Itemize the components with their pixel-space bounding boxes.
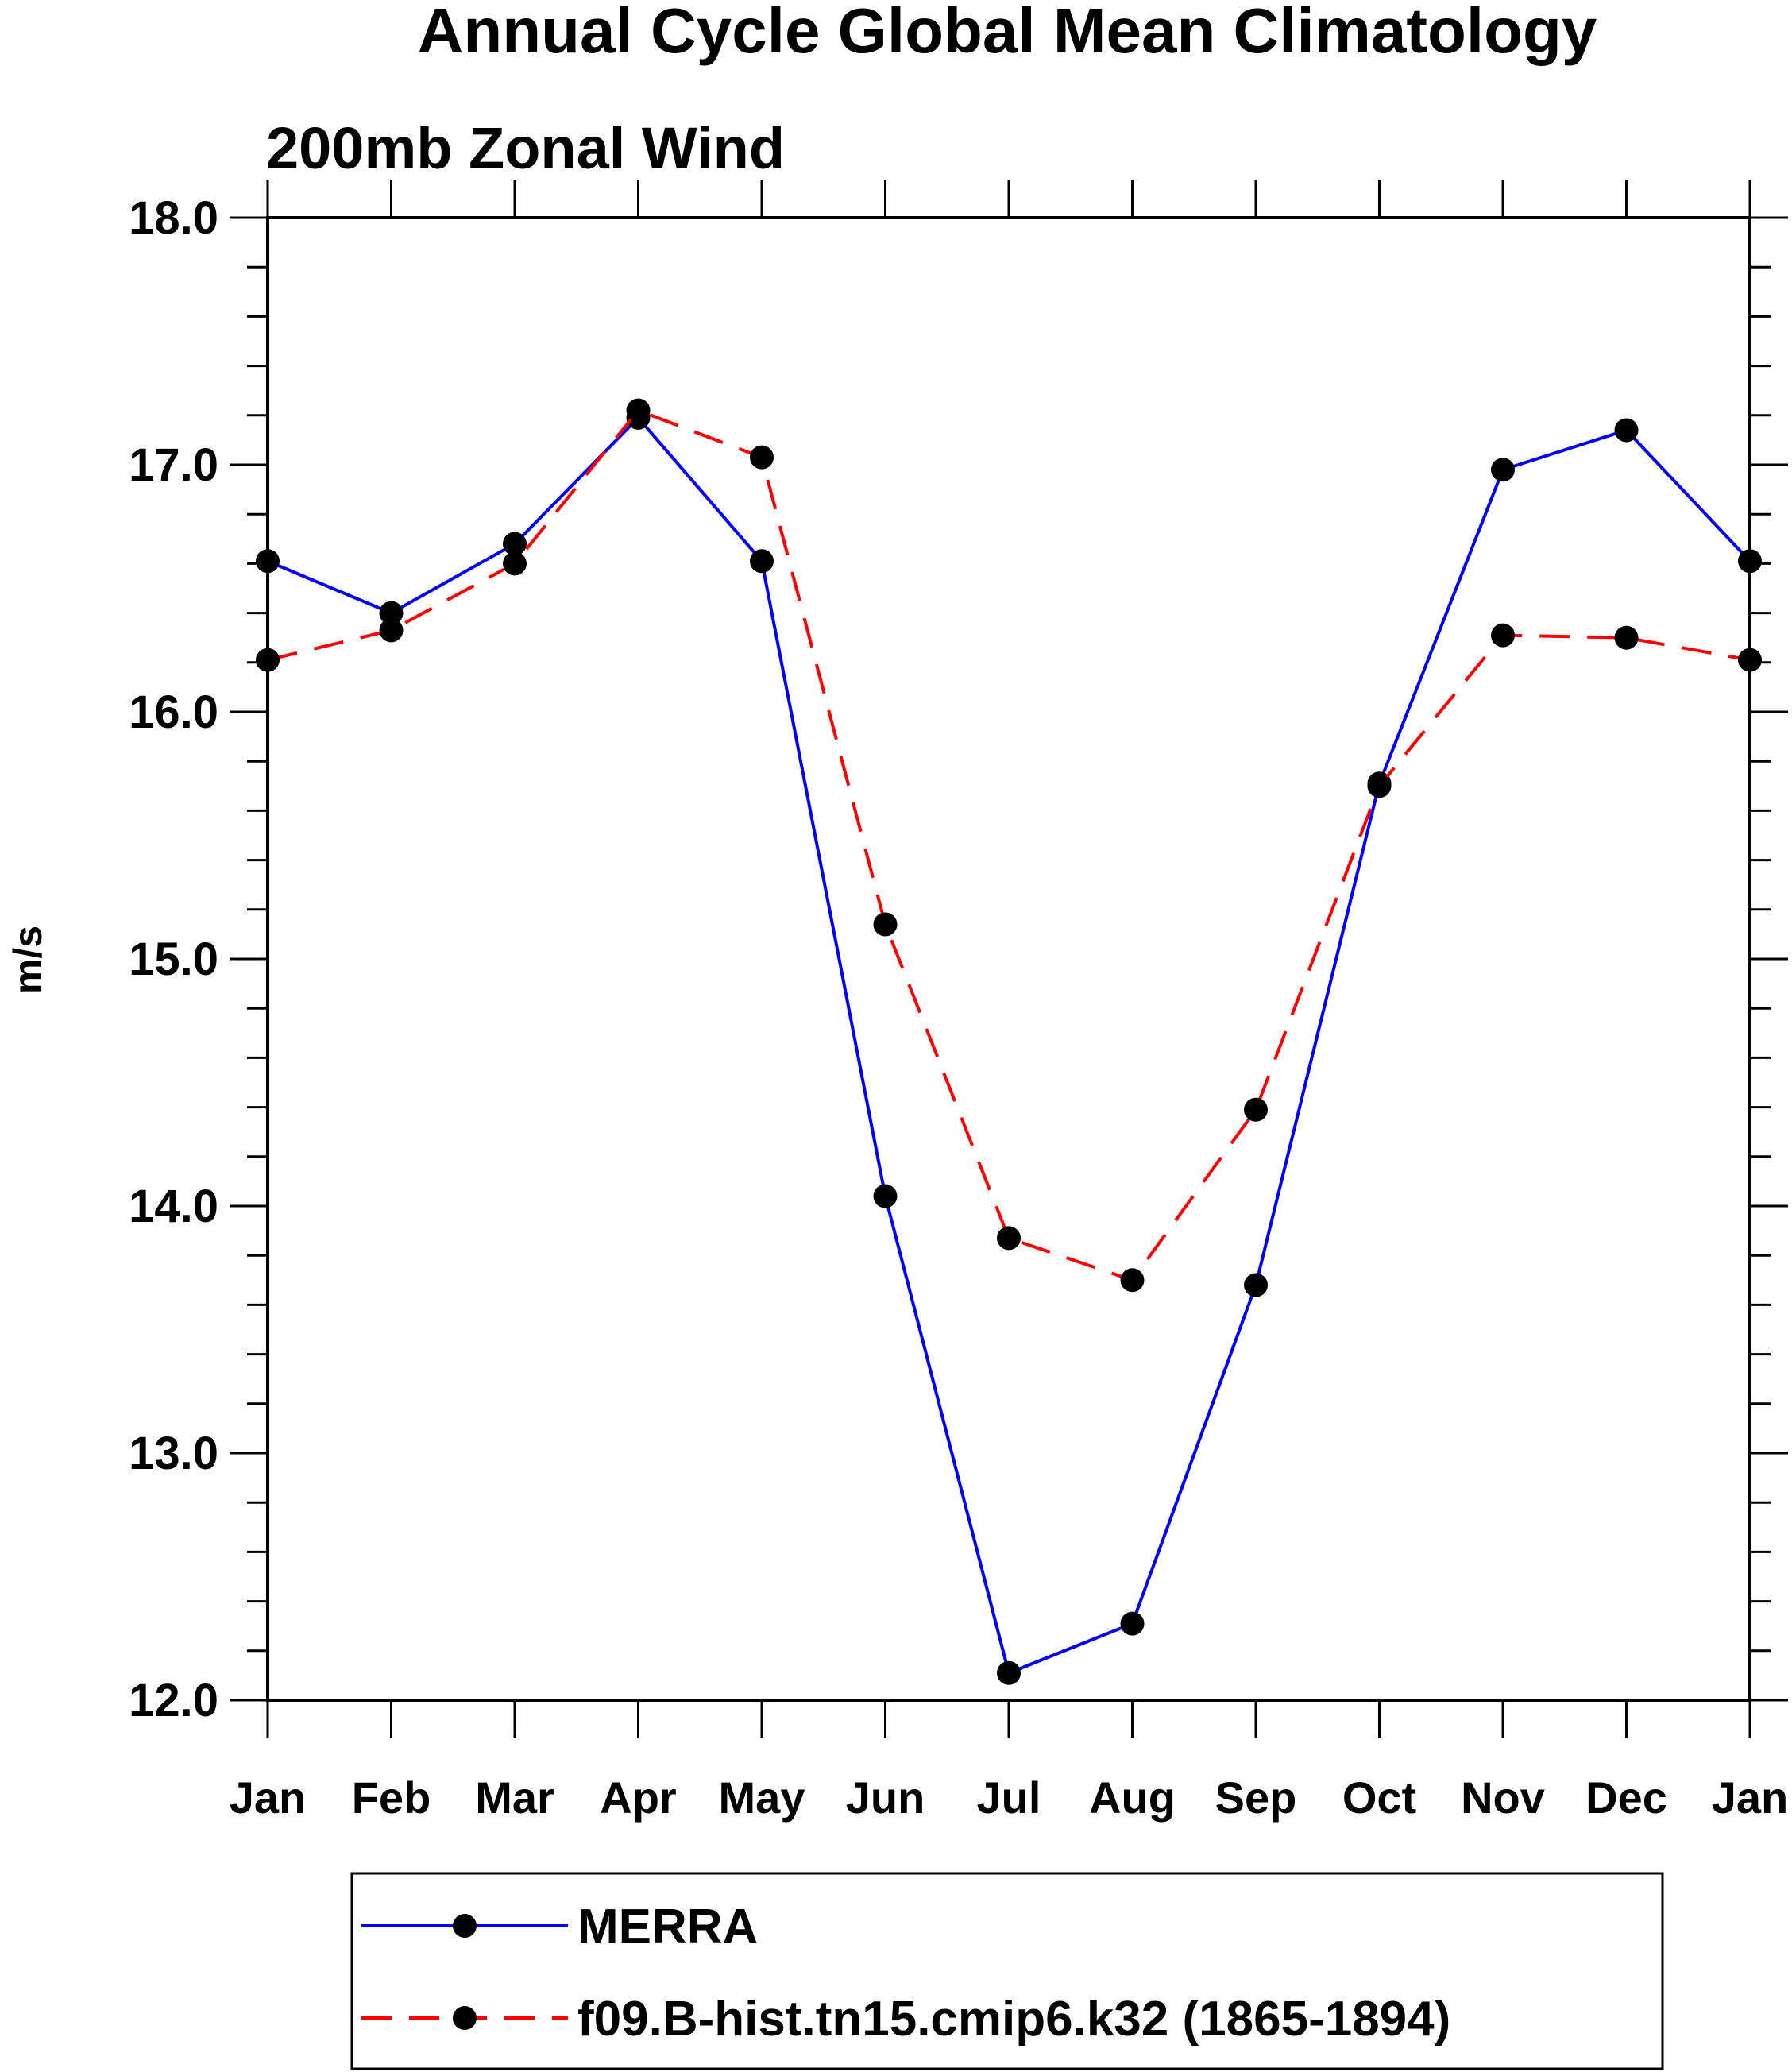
series-1-point	[379, 601, 404, 625]
series-1-point	[256, 549, 280, 574]
series-2-point	[997, 1226, 1021, 1251]
x-tick-label: Jul	[977, 1772, 1041, 1823]
series-2-point	[1614, 625, 1639, 650]
x-tick-label: Dec	[1585, 1772, 1667, 1823]
series-1-point	[1738, 549, 1762, 574]
series-2-point	[626, 398, 651, 423]
series-2-point	[1367, 774, 1392, 798]
x-tick-label: Nov	[1461, 1772, 1545, 1823]
series-2-point	[1244, 1097, 1268, 1122]
x-tick-label: Apr	[600, 1772, 676, 1823]
y-tick-label: 16.0	[129, 686, 218, 738]
series-1-point	[503, 532, 527, 556]
series-1-point	[1491, 458, 1515, 482]
y-axis-ticks: 12.0 13.0 14.0 15.0 16.0 17.0 18.0	[129, 192, 1788, 1726]
x-tick-label: May	[719, 1772, 805, 1823]
series-1-point	[997, 1660, 1021, 1685]
y-tick-label: 15.0	[129, 934, 218, 985]
x-tick-label: Jun	[846, 1772, 925, 1823]
plot-frame	[266, 216, 1751, 1702]
series-1-point	[1120, 1611, 1145, 1636]
series-2-point	[503, 551, 527, 576]
y-tick-label: 13.0	[129, 1428, 218, 1479]
series-2-point	[1491, 623, 1515, 648]
series-2-point	[379, 618, 404, 643]
y-tick-label: 18.0	[129, 192, 218, 244]
series-1-point	[750, 549, 774, 574]
x-axis-ticks: Jan Feb Mar Apr May Jun Jul Aug Sep Oct Nov Dec Jan	[230, 180, 1789, 1823]
series-1-point	[873, 1184, 898, 1208]
series-layer	[256, 398, 1762, 1685]
x-tick-label: Jan	[230, 1772, 307, 1823]
series-line-2	[267, 408, 1751, 1282]
x-tick-label: Oct	[1342, 1772, 1416, 1823]
series-1-point	[1614, 418, 1639, 443]
series-1-point	[1244, 1273, 1268, 1297]
y-tick-label: 12.0	[129, 1675, 218, 1726]
y-axis-label: m/s	[6, 926, 50, 994]
legend-box	[350, 1872, 1664, 2070]
x-tick-label: Feb	[352, 1772, 431, 1823]
series-2-point	[1738, 648, 1762, 672]
x-tick-label: Mar	[475, 1772, 554, 1823]
legend-marker-2	[453, 2006, 477, 2030]
series-2-point	[750, 445, 774, 470]
series-2-point	[256, 648, 280, 672]
legend: MERRA f09.B-hist.tn15.cmip6.k32 (1865-189…	[350, 1872, 1664, 2070]
chart-subtitle: 200mb Zonal Wind	[266, 115, 785, 181]
y-tick-label: 14.0	[129, 1181, 218, 1232]
x-tick-label: Aug	[1089, 1772, 1176, 1823]
x-tick-label: Sep	[1215, 1772, 1297, 1823]
series-2-point	[1120, 1268, 1145, 1293]
y-tick-label: 17.0	[129, 439, 218, 491]
legend-label-1: MERRA	[577, 1900, 758, 1954]
series-line-1	[267, 415, 1751, 1676]
x-tick-label: Jan	[1712, 1772, 1789, 1823]
legend-marker-1	[453, 1914, 477, 1938]
series-2-point	[873, 912, 898, 937]
chart-title: Annual Cycle Global Mean Climatology	[418, 0, 1597, 66]
legend-label-2: f09.B-hist.tn15.cmip6.k32 (1865-1894)	[577, 1992, 1450, 2047]
